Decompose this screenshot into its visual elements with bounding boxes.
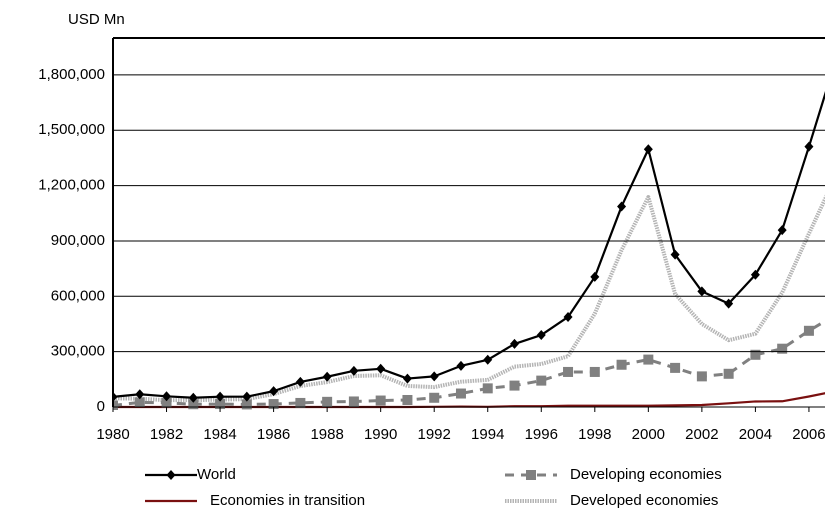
point <box>536 375 547 386</box>
x-tick-label: 1994 <box>471 426 504 443</box>
point <box>697 286 707 297</box>
point <box>696 371 707 382</box>
point <box>536 330 546 341</box>
point <box>643 144 653 155</box>
y-tick-label: 300,000 <box>51 343 105 360</box>
x-tick-label: 2000 <box>632 426 665 443</box>
point <box>134 397 145 408</box>
point <box>295 376 305 387</box>
point <box>750 269 760 280</box>
point <box>616 359 627 370</box>
point <box>268 399 279 410</box>
point <box>113 391 118 402</box>
point <box>188 399 199 410</box>
x-tick-label: 1996 <box>525 426 558 443</box>
x-tick-label: 1990 <box>364 426 397 443</box>
point <box>590 271 600 282</box>
series-line <box>113 194 825 403</box>
point <box>429 371 439 382</box>
x-tick-label: 1982 <box>150 426 183 443</box>
x-tick-label: 2006 <box>792 426 825 443</box>
plot-area <box>113 91 825 410</box>
point <box>113 400 118 410</box>
point <box>162 391 172 402</box>
point <box>429 392 440 403</box>
point <box>215 399 226 410</box>
point <box>161 397 172 408</box>
point <box>617 201 627 212</box>
legend-label: Economies in transition <box>210 492 365 509</box>
series-line <box>113 91 825 399</box>
point <box>510 338 520 349</box>
point <box>777 343 788 354</box>
point <box>135 389 145 400</box>
point <box>803 325 814 336</box>
point <box>589 366 600 377</box>
x-tick-label: 1986 <box>257 426 290 443</box>
legend-label: World <box>197 466 236 483</box>
point <box>375 395 386 406</box>
x-tick-label: 1992 <box>418 426 451 443</box>
point <box>563 311 573 322</box>
point <box>670 249 680 260</box>
legend-label: Developing economies <box>570 466 722 483</box>
y-tick-label: 600,000 <box>51 287 105 304</box>
series-line <box>113 319 825 408</box>
y-tick-label: 1,800,000 <box>38 66 105 83</box>
y-tick-label: 900,000 <box>51 232 105 249</box>
y-tick-label: 1,200,000 <box>38 177 105 194</box>
point <box>376 363 386 374</box>
point <box>348 396 359 407</box>
point <box>349 365 359 376</box>
point <box>750 349 761 360</box>
y-tick-label: 1,500,000 <box>38 121 105 138</box>
point <box>269 386 279 397</box>
point <box>777 225 787 236</box>
y-axis-label: USD Mn <box>68 11 125 28</box>
point <box>724 298 734 309</box>
point <box>295 397 306 408</box>
point <box>322 371 332 382</box>
point <box>242 391 252 402</box>
x-tick-label: 1998 <box>578 426 611 443</box>
x-tick-label: 1984 <box>203 426 236 443</box>
legend-marker <box>166 470 176 480</box>
point <box>509 380 520 391</box>
point <box>188 392 198 403</box>
y-tick-label: 0 <box>97 398 105 415</box>
point <box>455 388 466 399</box>
point <box>643 354 654 365</box>
x-tick-label: 1980 <box>96 426 129 443</box>
legend-marker <box>526 470 536 480</box>
point <box>563 366 574 377</box>
x-tick-label: 2002 <box>685 426 718 443</box>
point <box>322 396 333 407</box>
point <box>723 368 734 379</box>
point <box>402 373 412 384</box>
x-tick-label: 1988 <box>310 426 343 443</box>
point <box>804 141 814 152</box>
x-tick-label: 2004 <box>739 426 772 443</box>
point <box>482 383 493 394</box>
point <box>670 362 681 373</box>
point <box>456 360 466 371</box>
legend-label: Developed economies <box>570 492 718 509</box>
point <box>241 399 252 410</box>
point <box>215 391 225 402</box>
point <box>402 394 413 405</box>
point <box>483 354 493 365</box>
